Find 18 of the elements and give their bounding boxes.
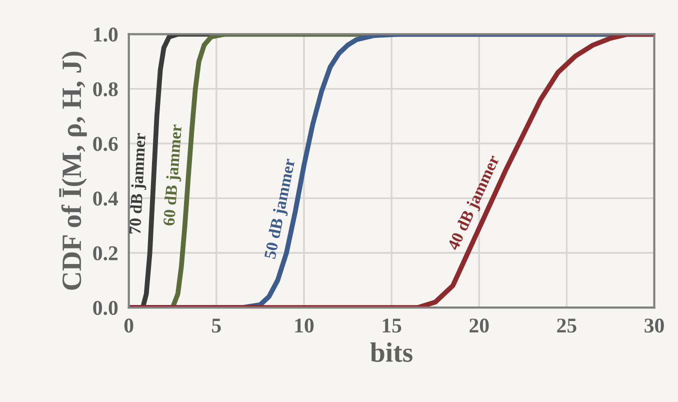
y-tick-label: 0.6 [93,136,118,152]
text: 60 dB jammer [162,124,186,226]
x-tick-label: 25 [557,318,576,333]
x-tick-label: 10 [295,318,314,333]
y-tick-label: 0.0 [93,300,118,316]
x-tick-label: 5 [212,318,221,333]
y-tick-label: 0.2 [93,246,118,260]
text: 70 dB jammer [128,132,149,234]
x-tick-label: 20 [470,318,489,333]
y-tick-label: 0.8 [93,82,118,96]
x-tick-label: 30 [644,318,664,333]
x-tick-label: 0 [124,318,134,333]
y-tick-label: 1.0 [94,28,118,42]
x-tick-label: 15 [382,318,402,333]
text: 50 dB jammer [264,158,298,260]
y-tick-label: 0.4 [93,192,118,206]
y-axis-title: CDF of Ī(M, ρ, H, J) [59,52,87,290]
x-axis-title: bits [370,342,412,362]
